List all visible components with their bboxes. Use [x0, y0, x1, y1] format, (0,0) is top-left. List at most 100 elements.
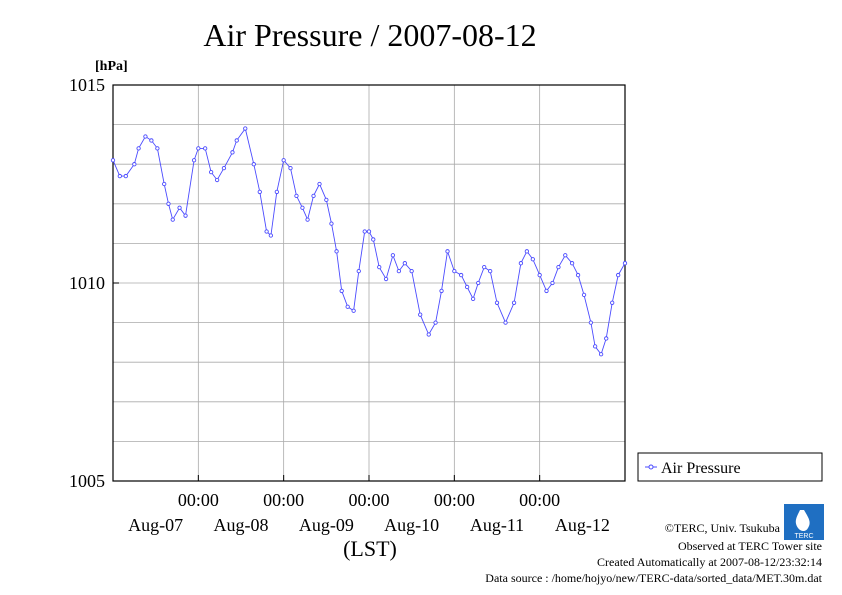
data-point [610, 300, 615, 305]
data-point [351, 308, 356, 313]
data-point [183, 213, 188, 218]
grid [113, 85, 625, 481]
data-point [622, 261, 628, 266]
data-point [524, 249, 530, 254]
data-point [488, 268, 493, 274]
data-point [537, 272, 542, 278]
data-point [470, 296, 476, 301]
x-tick-day-label: Aug-11 [470, 515, 524, 535]
data-point [482, 265, 487, 270]
data-point [196, 146, 201, 151]
data-point [268, 233, 274, 238]
data-point [162, 181, 167, 187]
data-point [569, 261, 575, 266]
data-point [251, 162, 256, 167]
data-point [575, 272, 581, 278]
data-point [464, 284, 470, 290]
credit-observed: Observed at TERC Tower site [678, 539, 822, 553]
data-point [149, 138, 154, 143]
data-point [371, 237, 376, 242]
data-point [166, 201, 171, 206]
data-point [329, 221, 334, 226]
data-point [402, 261, 407, 266]
data-point [592, 344, 598, 349]
y-axis-unit: [hPa] [95, 59, 128, 74]
data-point [604, 336, 609, 341]
data-point [300, 205, 305, 210]
data-point [288, 166, 293, 171]
data-point [339, 288, 344, 294]
credit-source: Data source : /home/hojyo/new/TERC-data/… [485, 571, 822, 585]
data-point [110, 158, 116, 163]
data-point [264, 229, 269, 234]
data-point [616, 272, 621, 278]
x-axis-label: (LST) [343, 536, 397, 561]
data-point [221, 166, 227, 171]
data-point [305, 217, 310, 222]
x-tick-time-label: 00:00 [519, 490, 560, 510]
credit-created: Created Automatically at 2007-08-12/23:3… [597, 555, 822, 569]
data-point [117, 173, 122, 179]
legend-label: Air Pressure [661, 460, 741, 477]
data-point [203, 146, 208, 151]
chart-title: Air Pressure / 2007-08-12 [203, 17, 536, 53]
data-point [345, 304, 350, 309]
data-point [132, 162, 137, 167]
data-point [311, 193, 316, 199]
data-point [390, 253, 396, 258]
legend-marker [648, 464, 654, 470]
data-point [208, 169, 214, 175]
x-tick-day-label: Aug-07 [128, 515, 183, 535]
data-point [123, 173, 128, 179]
data-point [494, 300, 500, 305]
data-point [317, 181, 322, 187]
data-point [556, 265, 561, 270]
x-tick-day-label: Aug-08 [214, 515, 269, 535]
legend: Air Pressure [637, 452, 823, 482]
data-point [550, 280, 555, 286]
data-point [362, 229, 367, 234]
data-point [191, 158, 197, 163]
y-ticks: 1015 1010 1005 [69, 75, 119, 491]
data-point [452, 268, 457, 274]
x-tick-time-label: 00:00 [178, 490, 219, 510]
data-point [383, 276, 389, 282]
y-tick-label: 1005 [69, 471, 105, 491]
x-tick-day-label: Aug-12 [555, 515, 610, 535]
data-point [459, 272, 464, 278]
data-point [274, 189, 279, 195]
terc-logo: TERC [784, 504, 824, 540]
x-tick-time-label: 00:00 [263, 490, 304, 510]
data-point [334, 249, 339, 254]
data-point [136, 146, 141, 151]
data-point [170, 217, 175, 222]
data-point [530, 257, 535, 262]
data-point [155, 146, 160, 151]
data-point [281, 158, 286, 163]
logo-drop-shape [795, 510, 810, 531]
data-point [396, 268, 402, 274]
legend-box [637, 452, 823, 482]
data-point [503, 320, 508, 325]
x-tick-day-label: Aug-10 [384, 515, 439, 535]
data-point [143, 134, 148, 139]
data-point [511, 300, 517, 305]
data-point [377, 265, 382, 270]
data-point [544, 288, 549, 294]
data-point [409, 268, 414, 274]
data-point [581, 292, 587, 298]
y-tick-label: 1010 [69, 273, 105, 293]
credit-copyright: ©TERC, Univ. Tsukuba [665, 521, 781, 535]
y-tick-label: 1015 [69, 75, 105, 95]
x-tick-time-label: 00:00 [434, 490, 475, 510]
data-point [177, 205, 182, 210]
data-point [257, 189, 262, 195]
data-point [418, 312, 423, 317]
data-point [563, 253, 568, 258]
data-point [230, 150, 235, 155]
logo-text: TERC [794, 533, 813, 540]
x-tick-day-label: Aug-09 [299, 515, 354, 535]
data-point [356, 268, 361, 274]
data-point [243, 126, 248, 131]
data-point [366, 229, 372, 234]
